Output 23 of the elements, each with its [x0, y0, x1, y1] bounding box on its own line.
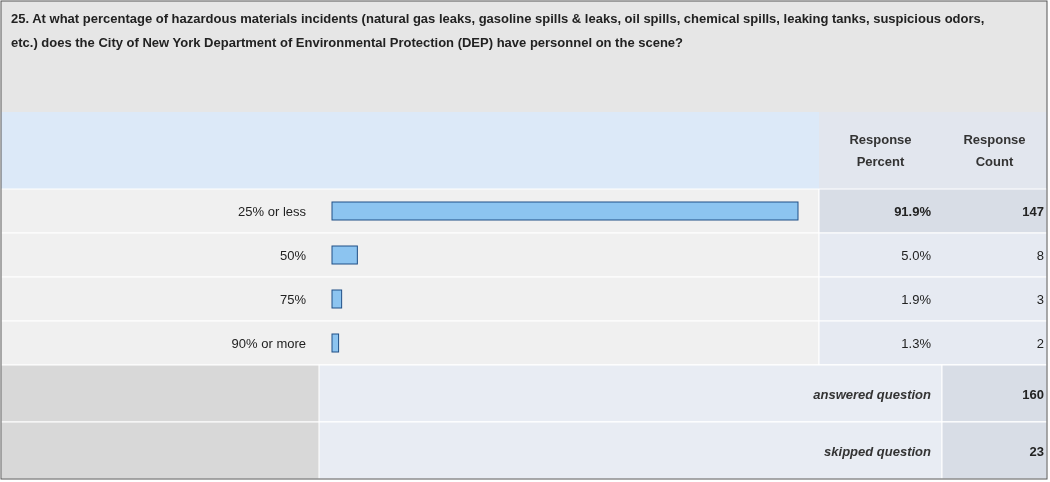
- text: 3: [1036, 292, 1044, 307]
- bar: [331, 201, 799, 221]
- text: Response Percent: [849, 132, 912, 169]
- text: 23: [1029, 443, 1044, 459]
- y-tick-label: 50%: [279, 248, 307, 263]
- text: 160: [1022, 386, 1044, 402]
- data-label: 1.9%: [901, 292, 932, 307]
- text: Response Count: [963, 132, 1026, 169]
- bar: [331, 333, 340, 353]
- y-tick-label: 75%: [279, 292, 307, 307]
- text: 8: [1036, 248, 1044, 263]
- text: 2: [1036, 336, 1044, 351]
- bar: [331, 289, 343, 309]
- text: answered question: [813, 386, 932, 402]
- data-label: 91.9%: [894, 204, 932, 219]
- y-tick-label: 90% or more: [231, 336, 306, 351]
- chart-title: 25. At what percentage of hazardous materials incidents (natural gas leaks, gasoline spills & leaks, oil spills, chemical spills, leaking tanks, suspicious odors, etc.) does the City of New York Department of Environmental Protection (DEP) have personnel on the scene?: [11, 11, 985, 50]
- data-label: 5.0%: [901, 248, 932, 263]
- data-label: 1.3%: [901, 336, 932, 351]
- y-tick-label: 25% or less: [238, 204, 307, 219]
- text: skipped question: [824, 443, 932, 459]
- bar: [331, 245, 358, 265]
- text: 147: [1022, 204, 1044, 219]
